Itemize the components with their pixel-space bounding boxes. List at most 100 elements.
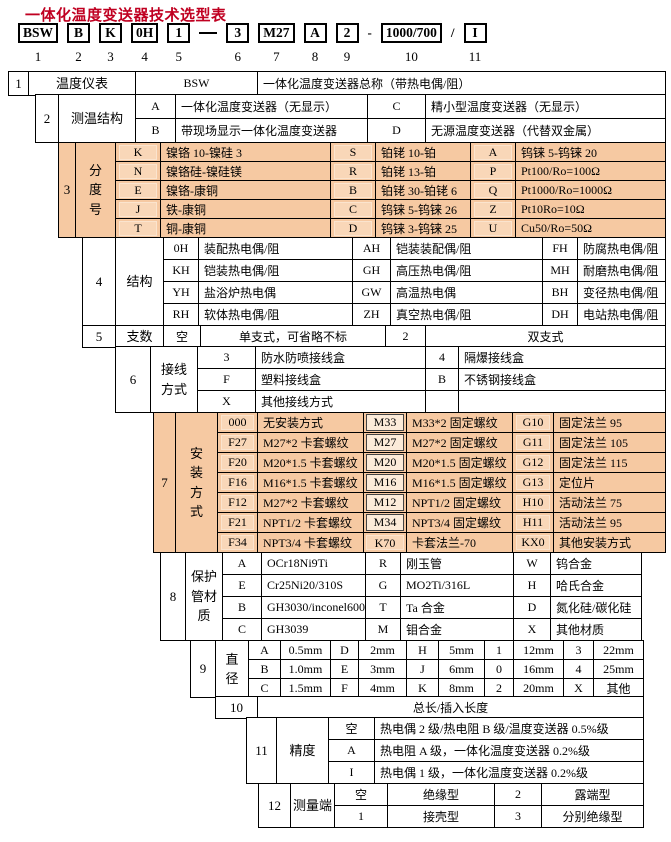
section-8-row-1-desc-6: 钨合金 (550, 552, 642, 575)
section-7-row-3-code-1: F20 (217, 452, 258, 473)
section-7-row-1-desc-4: M33*2 固定螺纹 (406, 412, 513, 433)
code-chip: F34 (220, 535, 255, 550)
section-8-row-3-desc-4: Ta 合金 (400, 596, 514, 619)
section-4-row-4-desc-2: 软体热电偶/阻 (198, 303, 353, 326)
section-7-row-1-desc-6: 固定法兰 95 (553, 412, 666, 433)
section-9-row-2-code-9: 4 (563, 659, 594, 679)
section-6-number: 6 (115, 346, 151, 413)
section-2-row-2-code-3: D (367, 118, 426, 143)
section-9-row-3-val-4: 4mm (358, 678, 407, 698)
code-chip: B (334, 182, 372, 198)
section-8-row-2-code-1: E (222, 574, 262, 597)
code-box-11: I (463, 23, 487, 43)
code-position-number-3: 3 (107, 49, 114, 64)
section-6-row-1-code-3: 4 (425, 346, 459, 369)
model-code-header: BSW 1 B 2 K 3 0H 4 1 5 3 6 M27 7 A 8 2 9-1000/700 10/I 11 (18, 23, 487, 65)
section-8-row-4-desc-2: GH3039 (261, 618, 366, 641)
section-7-row-7-desc-2: NPT3/4 卡套螺纹 (257, 532, 364, 553)
section-9-number: 9 (190, 640, 216, 698)
section-11-row-2-code-1: A (328, 739, 375, 762)
section-12-row-1-center-4: 露端型 (541, 783, 644, 806)
code-item-7: M27 7 (258, 23, 295, 65)
section-3-row-2-code-1: N (115, 161, 161, 181)
section-9-row-2-code-5: J (406, 659, 439, 679)
section-7-row-2-desc-6: 固定法兰 105 (553, 432, 666, 453)
section-2-row-1-desc-2: 一体化温度变送器（无显示） (175, 94, 368, 119)
section-8-label: 保护管材质 (185, 552, 223, 641)
section-7-row-4-mcode-3: M16 (363, 472, 407, 493)
code-item-1: BSW 1 (18, 23, 59, 65)
code-chip: G11 (515, 435, 551, 450)
section-6-row-1-desc-4: 隔爆接线盒 (458, 346, 666, 369)
code-chip: 000 (220, 415, 255, 430)
section-3-row-4-code-3: C (330, 199, 376, 219)
section-7-label: 安装方式 (175, 412, 218, 553)
section-7-row-5-mcode-3: M12 (363, 492, 407, 513)
section-3-row-1-code-1: K (115, 142, 161, 162)
section-3-row-5-code-1: T (115, 218, 161, 238)
code-chip: F16 (220, 475, 255, 490)
code-item-11: I 11 (463, 23, 487, 65)
section-4-row-3-desc-4: 高温热电偶 (390, 281, 543, 304)
code-chip: Z (474, 201, 512, 217)
section-7-row-3-desc-6: 固定法兰 115 (553, 452, 666, 473)
code-chip: H11 (515, 515, 551, 530)
code-box-6: 3 (226, 23, 250, 43)
section-7-table: 7 安装方式 000 无安装方式 M33 M33*2 固定螺纹 G10 固定法兰 95 F27 M… (153, 412, 666, 553)
section-2-row-2-code-1: B (135, 118, 176, 143)
code-chip: P (474, 163, 512, 179)
section-9-row-3-val-2: 1.5mm (280, 678, 331, 698)
section-10-row-1-center-1: 总长/插入长度 (257, 696, 644, 719)
code-box-5: 1 (167, 23, 191, 43)
section-7-row-5-code-5: H10 (512, 492, 554, 513)
code-chip: D (334, 220, 372, 236)
section-9-row-2-val-8: 16mm (513, 659, 564, 679)
code-chip: H10 (515, 495, 551, 510)
section-9-row-2-code-7: 0 (484, 659, 514, 679)
section-11-row-2-desc-2: 热电阻 A 级，一体化温度变送器 0.2%级 (374, 739, 644, 762)
code-item-4: 0H 4 (131, 23, 159, 65)
section-6-row-3-code-3 (425, 390, 459, 413)
section-8-row-1-desc-4: 刚玉管 (400, 552, 514, 575)
section-8-row-2-desc-2: Cr25Ni20/310S (261, 574, 366, 597)
section-3-row-2-desc-2: 镍铬硅-镍硅镁 (160, 161, 331, 181)
section-2-row-2-desc-2: 带现场显示一体化温度变送器 (175, 118, 368, 143)
section-3-row-3-desc-2: 镍铬-康铜 (160, 180, 331, 200)
section-4-table: 4 结构 0H 装配热电偶/阻 AH 铠装装配偶/阻 FH 防腐热电偶/阻 KH 铠装热电偶/阻 G… (82, 237, 666, 326)
section-12-row-1-code-3: 2 (494, 783, 542, 806)
section-5-row-1-center-2: 单支式，可省略不标 (200, 325, 386, 348)
code-chip: M16 (366, 474, 404, 491)
section-4-row-2-desc-4: 高压热电偶/阻 (390, 259, 543, 282)
section-3-row-4-code-1: J (115, 199, 161, 219)
section-9-row-2-code-1: B (248, 659, 281, 679)
section-4-row-1-desc-2: 装配热电偶/阻 (198, 237, 353, 260)
section-7-row-2-code-5: G11 (512, 432, 554, 453)
section-8-row-1-desc-2: OCr18Ni9Ti (261, 552, 366, 575)
section-1-number: 1 (8, 71, 29, 96)
section-6-row-2-code-3: B (425, 368, 459, 391)
code-chip: F27 (220, 435, 255, 450)
code-chip: F21 (220, 515, 255, 530)
code-chip: M33 (366, 414, 404, 431)
section-3-row-4-desc-6: Pt10Ro=10Ω (515, 199, 666, 219)
code-chip: R (334, 163, 372, 179)
code-chip: A (474, 144, 512, 160)
section-7-row-6-desc-4: NPT3/4 固定螺纹 (406, 512, 513, 533)
section-8-row-2-code-3: G (365, 574, 401, 597)
section-7-row-1-code-1: 000 (217, 412, 258, 433)
section-2-row-1-code-3: C (367, 94, 426, 119)
section-4-row-3-code-1: YH (163, 281, 199, 304)
code-position-number-4: 4 (141, 49, 148, 64)
section-9-row-3-code-9: X (563, 678, 594, 698)
slash-separator: / (450, 25, 455, 40)
code-chip: E (119, 182, 157, 198)
section-7-row-5-code-1: F12 (217, 492, 258, 513)
code-box-8: A (303, 23, 327, 43)
section-9-row-2-val-6: 6mm (438, 659, 485, 679)
section-12-table: 12 测量端空绝缘型 2 露端型 1 接壳型 3 分别绝缘型 (258, 783, 644, 828)
section-3-row-2-desc-6: Pt100/Ro=100Ω (515, 161, 666, 181)
section-3-row-5-desc-4: 钨铼 3-钨铼 25 (375, 218, 471, 238)
code-box-1: BSW (18, 23, 59, 43)
